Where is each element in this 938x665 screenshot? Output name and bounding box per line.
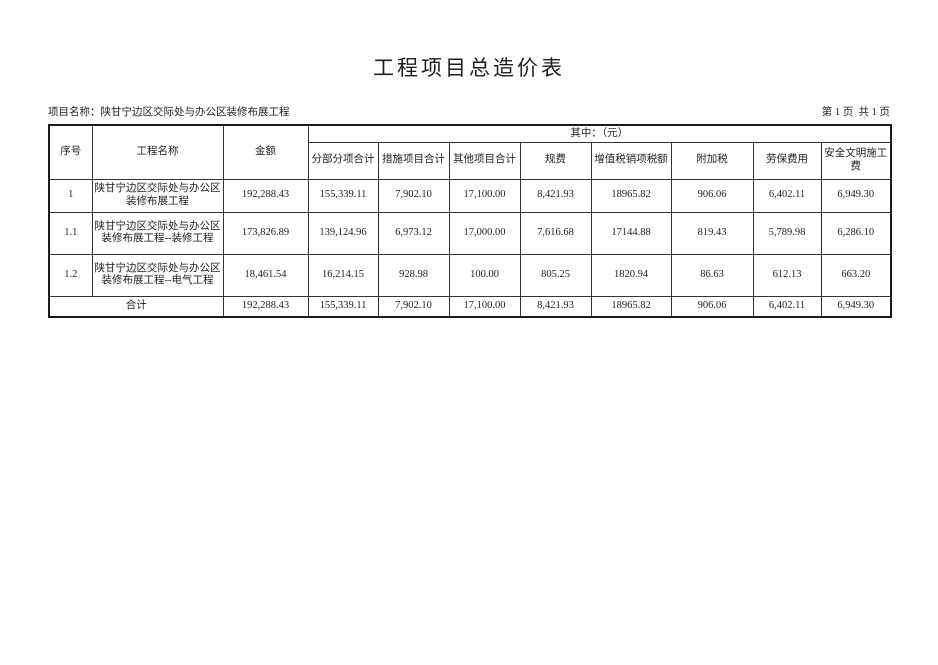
total-measures-subtotal: 7,902.10 [377, 295, 450, 318]
project-name-line: 项目名称：陕甘宁边区交际处与办公区装修布展工程 [48, 107, 290, 118]
table-row: 1.2 陕甘宁边区交际处与办公区装修布展工程--电气工程 18,461.54 1… [48, 253, 892, 297]
row-divisional-subtotal: 139,124.96 [307, 211, 379, 255]
col-header-measures-subtotal: 措施项目合计 [377, 141, 450, 180]
row-amount: 192,288.43 [222, 178, 309, 213]
col-header-labor-insurance: 劳保费用 [752, 141, 822, 180]
row-safe-civilized-fee: 6,949.30 [820, 178, 892, 213]
total-divisional-subtotal: 155,339.11 [307, 295, 379, 318]
row-serial: 1 [48, 178, 93, 213]
row-amount: 173,826.89 [222, 211, 309, 255]
row-measures-subtotal: 928.98 [377, 253, 450, 297]
row-divisional-subtotal: 155,339.11 [307, 178, 379, 213]
page-title: 工程项目总造价表 [373, 56, 565, 80]
row-fees: 8,421.93 [519, 178, 592, 213]
row-project-name: 陕甘宁边区交际处与办公区装修布展工程--电气工程 [91, 253, 224, 297]
row-serial: 1.1 [48, 211, 93, 255]
row-other-subtotal: 17,100.00 [448, 178, 521, 213]
col-header-serial: 序号 [48, 124, 93, 180]
row-fees: 7,616.68 [519, 211, 592, 255]
total-amount: 192,288.43 [222, 295, 309, 318]
total-surtax: 906.06 [670, 295, 754, 318]
col-header-fees: 规费 [519, 141, 592, 180]
row-project-name: 陕甘宁边区交际处与办公区装修布展工程--装修工程 [91, 211, 224, 255]
row-serial: 1.2 [48, 253, 93, 297]
total-vat-output-tax: 18965.82 [590, 295, 672, 318]
row-surtax: 86.63 [670, 253, 754, 297]
row-amount: 18,461.54 [222, 253, 309, 297]
col-header-safe-civilized-construction: 安全文明施工费 [820, 141, 892, 180]
row-surtax: 819.43 [670, 211, 754, 255]
col-header-divisional-subtotal: 分部分项合计 [307, 141, 379, 180]
row-other-subtotal: 17,000.00 [448, 211, 521, 255]
row-measures-subtotal: 6,973.12 [377, 211, 450, 255]
col-header-surtax: 附加税 [670, 141, 754, 180]
cost-summary-table: 序号 工程名称 金额 其中：（元） 分部分项合计 措施项目合计 其他项目合计 规… [48, 124, 892, 318]
row-labor-insurance: 612.13 [752, 253, 822, 297]
col-header-amount: 金额 [222, 124, 309, 180]
total-fees: 8,421.93 [519, 295, 592, 318]
col-header-breakdown-group: 其中：（元） [307, 124, 892, 143]
row-vat-output-tax: 1820.94 [590, 253, 672, 297]
row-vat-output-tax: 17144.88 [590, 211, 672, 255]
total-labor-insurance: 6,402.11 [752, 295, 822, 318]
header-row-sub: 分部分项合计 措施项目合计 其他项目合计 规费 增值税销项税额 附加税 劳保费用… [49, 141, 892, 180]
col-header-other-subtotal: 其他项目合计 [448, 141, 521, 180]
col-header-project-name: 工程名称 [91, 124, 224, 180]
row-project-name: 陕甘宁边区交际处与办公区装修布展工程 [91, 178, 224, 213]
row-labor-insurance: 6,402.11 [752, 178, 822, 213]
total-row: 合计 192,288.43 155,339.11 7,902.10 17,100… [48, 295, 892, 318]
row-divisional-subtotal: 16,214.15 [307, 253, 379, 297]
total-other-subtotal: 17,100.00 [448, 295, 521, 318]
table-row: 1.1 陕甘宁边区交际处与办公区装修布展工程--装修工程 173,826.89 … [48, 211, 892, 255]
total-label: 合计 [48, 295, 224, 318]
row-vat-output-tax: 18965.82 [590, 178, 672, 213]
row-measures-subtotal: 7,902.10 [377, 178, 450, 213]
row-other-subtotal: 100.00 [448, 253, 521, 297]
row-fees: 805.25 [519, 253, 592, 297]
header-row-group: 序号 工程名称 金额 其中：（元） [48, 124, 892, 180]
col-header-vat-output-tax: 增值税销项税额 [590, 141, 672, 180]
table-row: 1 陕甘宁边区交际处与办公区装修布展工程 192,288.43 155,339.… [48, 178, 892, 213]
row-labor-insurance: 5,789.98 [752, 211, 822, 255]
pagination: 第 1 页 共 1 页 [821, 107, 890, 118]
row-safe-civilized-fee: 6,286.10 [820, 211, 892, 255]
row-safe-civilized-fee: 663.20 [820, 253, 892, 297]
total-safe-civilized-fee: 6,949.30 [820, 295, 892, 318]
row-surtax: 906.06 [670, 178, 754, 213]
meta-row: 项目名称：陕甘宁边区交际处与办公区装修布展工程 第 1 页 共 1 页 [48, 104, 890, 119]
